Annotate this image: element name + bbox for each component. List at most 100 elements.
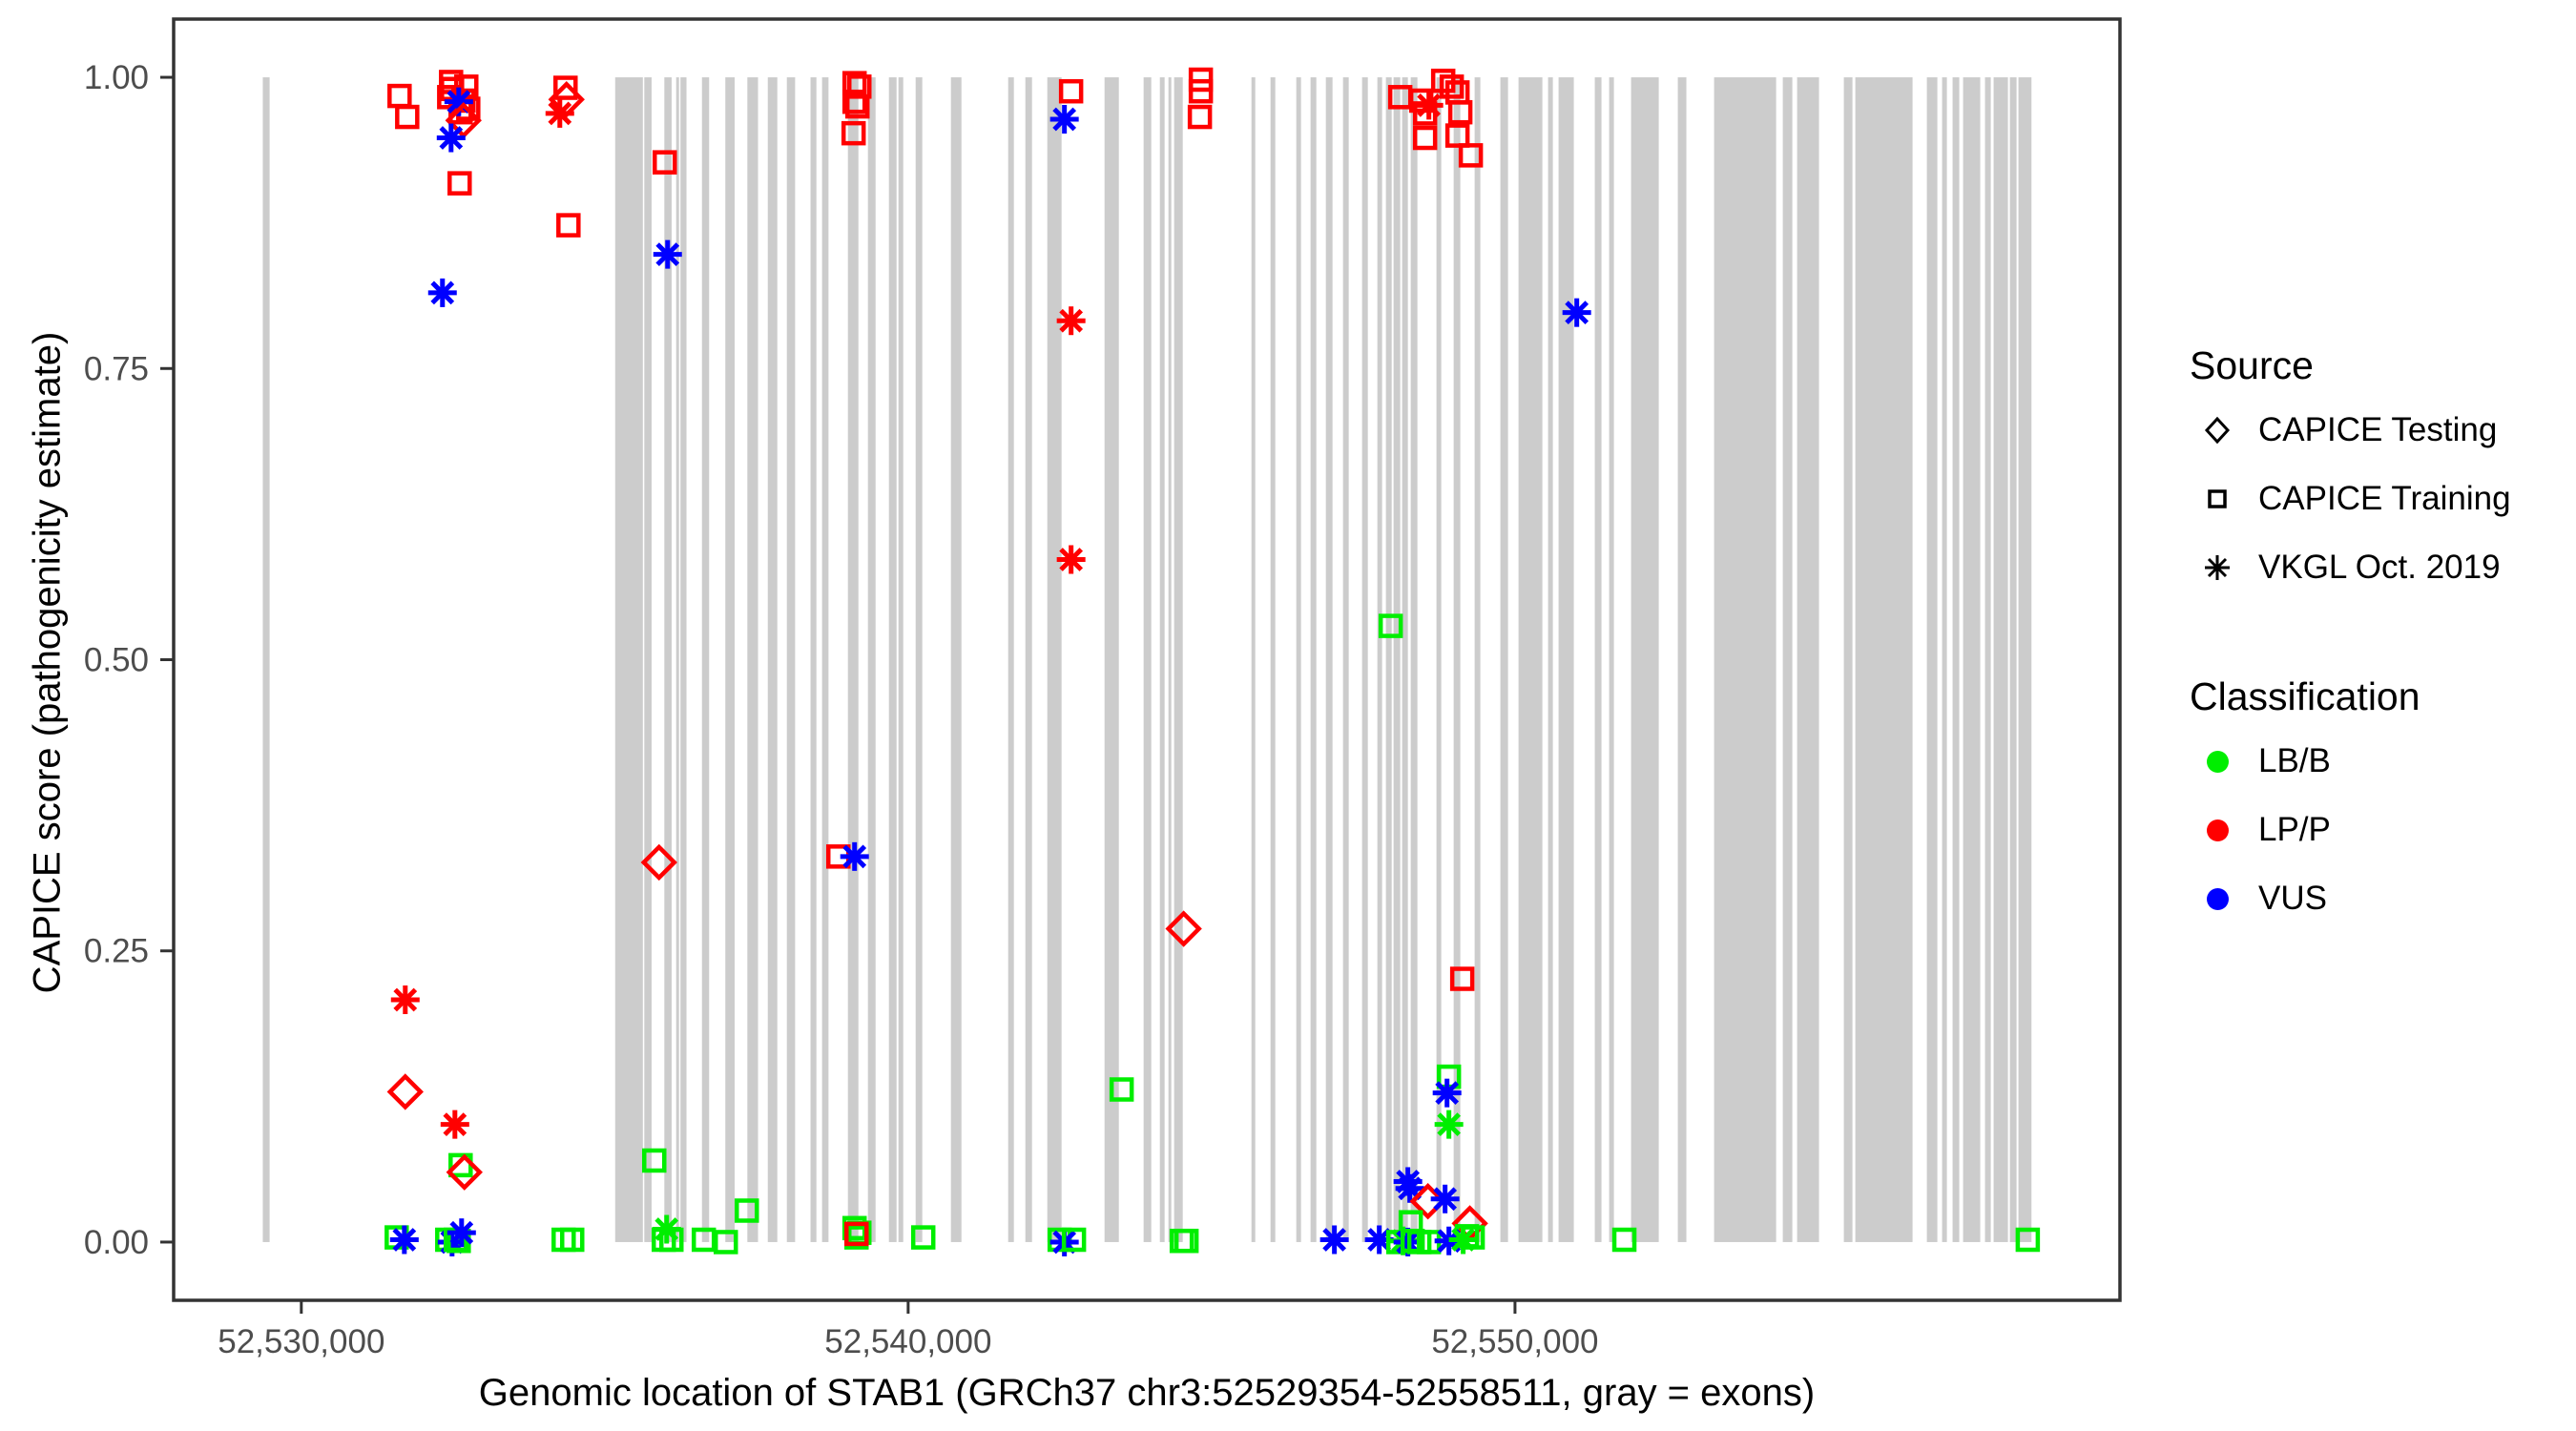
exon-bar bbox=[1174, 77, 1183, 1242]
exon-bar bbox=[1025, 77, 1032, 1242]
data-point-asterisk bbox=[436, 123, 466, 153]
data-point-asterisk bbox=[389, 1225, 419, 1255]
exon-bar bbox=[767, 77, 778, 1242]
data-point-square bbox=[1458, 143, 1484, 168]
exon-bar bbox=[725, 77, 736, 1242]
legend-classification-title: Classification bbox=[2190, 674, 2420, 718]
legend-label: CAPICE Testing bbox=[2258, 411, 2498, 448]
lpp-dot-icon bbox=[2190, 819, 2245, 841]
diamond-icon bbox=[2190, 413, 2245, 447]
data-point-square bbox=[713, 1230, 738, 1255]
legend-label: LB/B bbox=[2258, 742, 2331, 779]
exon-bar bbox=[1594, 77, 1602, 1242]
data-point-diamond bbox=[640, 843, 677, 881]
data-point-square bbox=[1447, 99, 1473, 125]
data-point-diamond bbox=[1409, 1183, 1446, 1220]
exon-bar bbox=[1310, 77, 1317, 1242]
exon-bar bbox=[1361, 77, 1368, 1242]
data-point-square bbox=[841, 89, 867, 114]
data-point-square bbox=[1444, 123, 1470, 148]
exon-bar bbox=[1104, 77, 1119, 1242]
data-point-asterisk bbox=[1562, 298, 1591, 327]
exon-bar bbox=[1385, 77, 1392, 1242]
data-point-square bbox=[387, 83, 412, 109]
exon-bar bbox=[1325, 77, 1333, 1242]
legend-item-vkgl: VKGL Oct. 2019 bbox=[2190, 533, 2571, 602]
data-point-square bbox=[1611, 1227, 1637, 1253]
data-point-square bbox=[553, 75, 578, 100]
data-point-square bbox=[1412, 125, 1438, 151]
x-tick-label: 52,530,000 bbox=[218, 1323, 384, 1360]
data-point-asterisk bbox=[652, 1214, 681, 1244]
data-point-square bbox=[556, 213, 581, 238]
y-tick-label: 0.25 bbox=[84, 933, 149, 970]
lbb-dot-icon bbox=[2190, 750, 2245, 773]
data-point-diamond bbox=[1165, 910, 1202, 947]
data-point-asterisk bbox=[545, 98, 574, 128]
data-point-square bbox=[1061, 1227, 1087, 1253]
data-point-square bbox=[1058, 78, 1084, 104]
legend-gap bbox=[2190, 602, 2571, 674]
exon-bar bbox=[1926, 77, 1938, 1242]
legend-item-capice-training: CAPICE Training bbox=[2190, 465, 2571, 533]
exon-bar bbox=[1677, 77, 1687, 1242]
exon-bar bbox=[747, 77, 758, 1242]
y-tick-label: 0.75 bbox=[84, 350, 149, 387]
legend: Source CAPICE Testing CAPICE Training bbox=[2190, 343, 2571, 933]
data-point-square bbox=[1187, 104, 1213, 130]
exon-bar bbox=[664, 77, 672, 1242]
data-point-asterisk bbox=[1414, 91, 1444, 120]
data-point-square bbox=[560, 1227, 585, 1253]
exon-bar bbox=[1342, 77, 1349, 1242]
x-tick-label: 52,540,000 bbox=[824, 1323, 991, 1360]
data-point-square bbox=[910, 1225, 936, 1250]
data-point-square bbox=[734, 1198, 759, 1223]
x-tick-label: 52,550,000 bbox=[1431, 1323, 1598, 1360]
legend-label: LP/P bbox=[2258, 811, 2331, 848]
legend-label: VUS bbox=[2258, 880, 2327, 917]
legend-item-vus: VUS bbox=[2190, 864, 2571, 933]
data-point-asterisk bbox=[1430, 1184, 1460, 1213]
asterisk-icon bbox=[2190, 550, 2245, 585]
exon-bar bbox=[1984, 77, 1991, 1242]
exon-bar bbox=[1143, 77, 1152, 1242]
legend-classification: Classification LB/B LP/P VUS bbox=[2190, 674, 2571, 933]
data-point-asterisk bbox=[447, 1218, 476, 1248]
exon-bar bbox=[950, 77, 962, 1242]
data-point-asterisk bbox=[1056, 306, 1086, 336]
data-point-asterisk bbox=[653, 239, 682, 269]
data-point-asterisk bbox=[390, 985, 420, 1015]
exon-bar bbox=[1855, 77, 1913, 1242]
exon-bar bbox=[915, 77, 923, 1242]
exon-bar bbox=[1714, 77, 1776, 1242]
data-point-asterisk bbox=[1395, 1173, 1424, 1203]
exon-bar bbox=[1436, 77, 1442, 1242]
exon-bar bbox=[701, 77, 710, 1242]
exon-bar bbox=[1500, 77, 1508, 1242]
exon-bar bbox=[1168, 77, 1172, 1242]
data-point-square bbox=[1109, 1077, 1134, 1102]
data-point-asterisk bbox=[1432, 1078, 1462, 1108]
y-tick-label: 0.00 bbox=[84, 1224, 149, 1261]
exon-bar bbox=[898, 77, 904, 1242]
data-point-square bbox=[1174, 1228, 1199, 1254]
exon-bar bbox=[2018, 77, 2032, 1242]
exon-bar bbox=[680, 77, 687, 1242]
exon-bar bbox=[1993, 77, 2008, 1242]
exon-bar bbox=[644, 77, 652, 1242]
data-point-asterisk bbox=[1364, 1225, 1394, 1255]
data-point-square bbox=[1449, 966, 1475, 991]
exon-bar bbox=[867, 77, 876, 1242]
legend-label: CAPICE Training bbox=[2258, 480, 2511, 517]
data-point-square bbox=[841, 120, 866, 146]
exon-bar bbox=[786, 77, 796, 1242]
exon-bar bbox=[1047, 77, 1062, 1242]
exon-bar bbox=[1008, 77, 1014, 1242]
exon-bar bbox=[262, 77, 270, 1242]
data-point-square bbox=[653, 150, 677, 175]
data-point-square bbox=[844, 93, 870, 119]
y-axis-title: CAPICE score (pathogenicity estimate) bbox=[26, 331, 69, 994]
exon-bar bbox=[1251, 77, 1256, 1242]
exon-bar bbox=[1942, 77, 1947, 1242]
